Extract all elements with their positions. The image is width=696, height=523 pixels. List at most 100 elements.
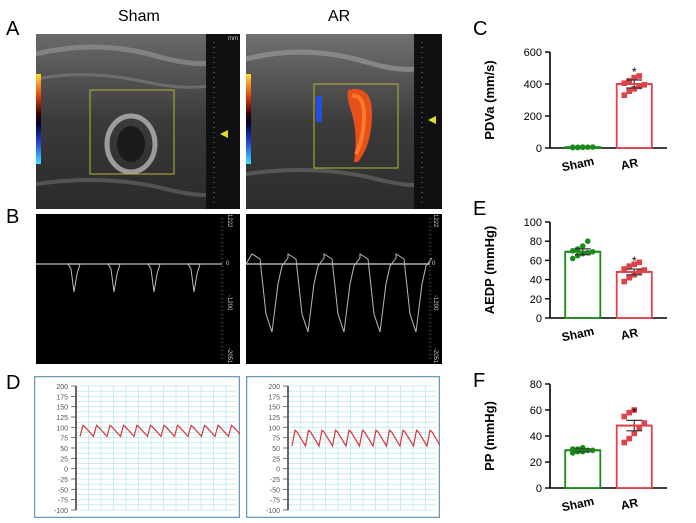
- y-tick-label: 80: [530, 379, 542, 391]
- data-point-ar: [641, 420, 648, 426]
- data-point-ar: [631, 86, 638, 92]
- bp-tick-label: -50: [58, 487, 68, 494]
- data-point-ar: [636, 73, 643, 79]
- x-tick-label-ar: AR: [619, 155, 639, 172]
- bp-tick-label: 150: [268, 405, 280, 412]
- data-point-ar: [631, 407, 638, 413]
- bp-tick-label: 0: [276, 467, 280, 474]
- y-tick-label: 0: [536, 313, 542, 325]
- y-tick-label: 60: [530, 255, 542, 267]
- bp-tick-label: 150: [56, 405, 68, 412]
- y-axis-label: AEDP (mmHg): [482, 226, 497, 315]
- panel-label-e: E: [473, 198, 487, 220]
- x-tick-label-sham: Sham: [560, 494, 595, 514]
- bp-tick-label: 125: [56, 415, 68, 422]
- y-tick-label: 40: [530, 431, 542, 443]
- data-point-sham: [569, 450, 576, 456]
- y-tick-label: 200: [524, 111, 542, 123]
- bp-tick-label: 50: [60, 446, 68, 453]
- y-tick-label: 0: [536, 483, 542, 495]
- doppler-scale-mid-sham: -1200: [226, 295, 232, 311]
- y-tick-label: 20: [530, 294, 542, 306]
- bp-tick-label: 175: [268, 394, 280, 401]
- data-point-ar: [641, 267, 648, 273]
- panel-label-a: A: [6, 18, 20, 40]
- data-point-ar: [621, 413, 628, 420]
- bp-waveform-sham: [79, 424, 240, 438]
- bp-tick-label: -75: [270, 498, 280, 505]
- doppler-scale-top-ar: 1222: [432, 214, 438, 228]
- data-point-sham: [579, 243, 586, 249]
- y-tick-label: 60: [530, 405, 542, 417]
- data-point-ar: [631, 430, 638, 437]
- data-point-ar: [636, 83, 643, 90]
- bp-tick-label: -100: [266, 508, 280, 515]
- bp-tick-label: 75: [272, 436, 280, 443]
- bp-tick-label: -50: [270, 487, 280, 494]
- panel-label-c: C: [473, 18, 488, 40]
- y-tick-label: 400: [524, 79, 542, 91]
- bp-tick-label: -25: [270, 477, 280, 484]
- bp-tick-label: 25: [272, 456, 280, 463]
- data-point-ar: [626, 88, 633, 94]
- y-tick-label: 20: [530, 457, 542, 469]
- doppler-scale-top-sham: 1222: [226, 214, 232, 228]
- y-tick-label: 40: [530, 275, 542, 287]
- bar-sham: [564, 250, 602, 319]
- data-point-ar: [636, 425, 643, 431]
- bp-trace-sham: 200 175 150 125 100 75 50 25 0 -25 -50 -75 -100: [34, 376, 240, 518]
- column-title-sham: Sham: [118, 8, 160, 25]
- bp-waveform-ar: [291, 429, 440, 448]
- ultrasound-ar-image: [246, 34, 442, 209]
- bp-tick-label: 125: [268, 415, 280, 422]
- bp-tick-label: 175: [56, 394, 68, 401]
- x-tick-label-sham: Sham: [560, 324, 595, 344]
- chart-pdva: 0 200 400 600 PDVa (mm/s) Sham * AR: [482, 47, 667, 174]
- data-point-ar: [636, 259, 643, 266]
- bp-tick-label: -25: [58, 477, 68, 484]
- bp-tick-label: 25: [60, 456, 68, 463]
- x-tick-label-ar: AR: [619, 325, 639, 342]
- data-point-ar: [631, 261, 638, 268]
- doppler-scale-bottom-sham: -2051: [226, 348, 232, 364]
- chart-aedp: 0 20 40 60 80 100 AEDP (mmHg) Sham * AR: [482, 217, 667, 344]
- y-tick-label: 80: [530, 236, 542, 248]
- doppler-ar-trace: [246, 214, 442, 364]
- data-point-ar: [626, 435, 633, 442]
- significance-marker: *: [632, 405, 637, 419]
- doppler-scale-bottom-ar: -2051: [432, 348, 438, 364]
- bp-tick-label: 200: [56, 384, 68, 391]
- doppler-scale-zero-sham: 0: [226, 261, 230, 267]
- significance-marker: *: [632, 254, 637, 268]
- data-point-ar: [626, 274, 633, 281]
- bp-frame-sham: [34, 376, 240, 518]
- data-point-ar: [631, 74, 638, 81]
- chart-pp: 0 20 40 60 80 PP (mmHg) Sham * AR: [482, 379, 667, 514]
- bar-sham: [564, 449, 602, 489]
- y-tick-label: 100: [524, 217, 542, 229]
- bp-tick-label: 75: [60, 436, 68, 443]
- bp-tick-label: 100: [268, 425, 280, 432]
- data-point-sham: [574, 252, 581, 259]
- x-tick-label-ar: AR: [619, 495, 639, 512]
- y-axis-label: PP (mmHg): [482, 401, 497, 471]
- data-point-ar: [621, 278, 628, 285]
- data-point-ar: [626, 263, 633, 269]
- bp-tick-label: 100: [56, 425, 68, 432]
- data-point-ar: [621, 92, 628, 98]
- data-point-ar: [626, 409, 633, 416]
- doppler-scale-zero-ar: 0: [432, 261, 436, 267]
- y-tick-label: 0: [536, 143, 542, 155]
- doppler-scale-mid-ar: -1200: [432, 295, 438, 311]
- data-point-ar: [626, 78, 633, 84]
- data-point-sham: [584, 238, 591, 244]
- doppler-sham-trace: [36, 214, 240, 364]
- panel-label-d: D: [6, 372, 21, 394]
- panel-label-b: B: [6, 206, 20, 228]
- data-point-ar: [621, 439, 628, 446]
- x-tick-label-sham: Sham: [560, 154, 595, 174]
- y-tick-label: 600: [524, 47, 542, 59]
- data-point-sham: [569, 255, 576, 262]
- panel-label-f: F: [473, 370, 486, 392]
- bp-tick-label: -100: [54, 508, 68, 515]
